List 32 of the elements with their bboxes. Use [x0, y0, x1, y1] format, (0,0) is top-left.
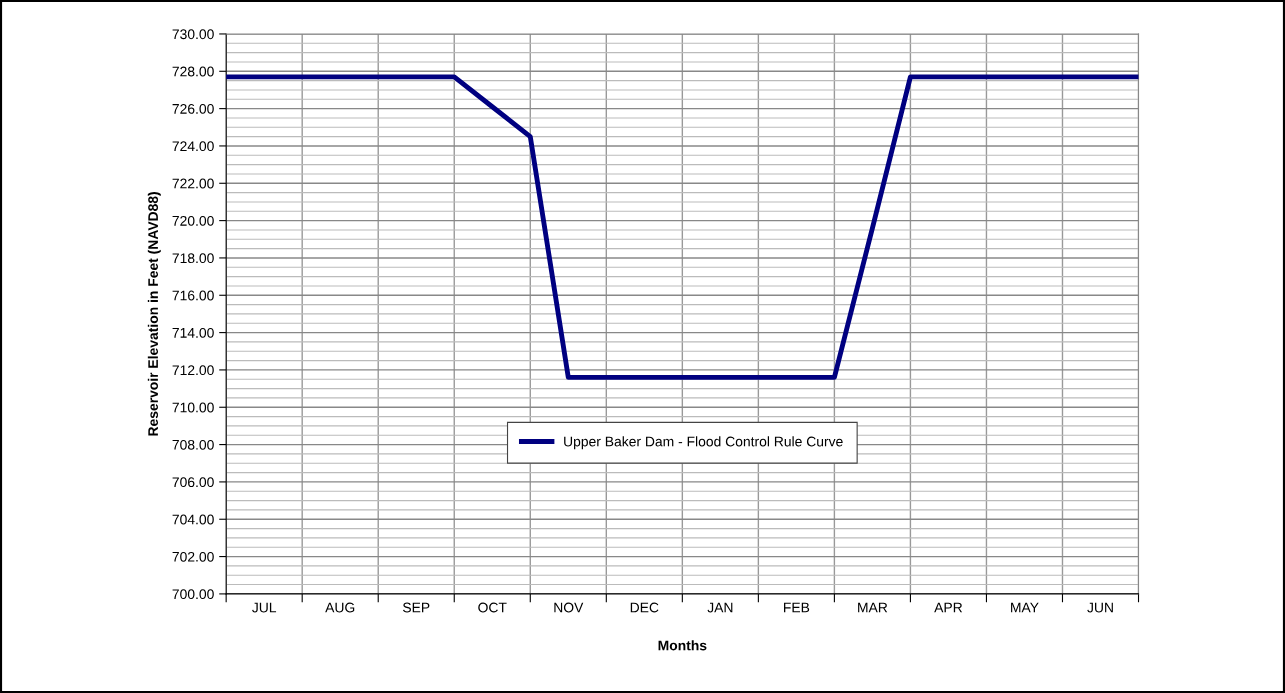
x-tick-label: FEB	[784, 602, 810, 613]
y-tick-label: 704.00	[172, 514, 214, 525]
x-tick-label: JAN	[707, 602, 733, 613]
x-tick-label: DEC	[630, 602, 659, 613]
y-tick-label: 730.00	[172, 29, 214, 40]
x-tick-label: SEP	[402, 602, 430, 613]
y-tick-label: 708.00	[172, 439, 214, 450]
y-tick-label: 726.00	[172, 103, 214, 114]
x-tick-label: OCT	[478, 602, 507, 613]
y-tick-label: 702.00	[172, 551, 214, 562]
y-axis-title: Reservoir Elevation in Feet (NAVD88)	[147, 192, 161, 436]
x-tick-label: MAY	[1011, 602, 1039, 613]
y-tick-label: 706.00	[172, 477, 214, 488]
x-tick-label: JUN	[1087, 602, 1113, 613]
y-tick-label: 700.00	[172, 589, 214, 600]
x-tick-label: AUG	[325, 602, 355, 613]
y-tick-label: 722.00	[172, 178, 214, 189]
y-tick-label: 714.00	[172, 327, 214, 338]
y-tick-label: 716.00	[172, 290, 214, 301]
legend-label: Upper Baker Dam - Flood Control Rule Curve	[564, 436, 843, 450]
y-tick-label: 724.00	[172, 141, 214, 152]
x-tick-label: JUL	[252, 602, 277, 613]
x-tick-label: MAR	[858, 602, 888, 613]
x-tick-label: NOV	[554, 602, 584, 613]
y-tick-label: 710.00	[172, 402, 214, 413]
y-tick-label: 712.00	[172, 365, 214, 376]
y-tick-label: 720.00	[172, 215, 214, 226]
y-tick-label: 718.00	[172, 253, 214, 264]
y-tick-label: 728.00	[172, 66, 214, 77]
x-tick-label: APR	[934, 602, 963, 613]
x-axis-title: Months	[658, 640, 707, 651]
line-series	[226, 74, 1139, 380]
